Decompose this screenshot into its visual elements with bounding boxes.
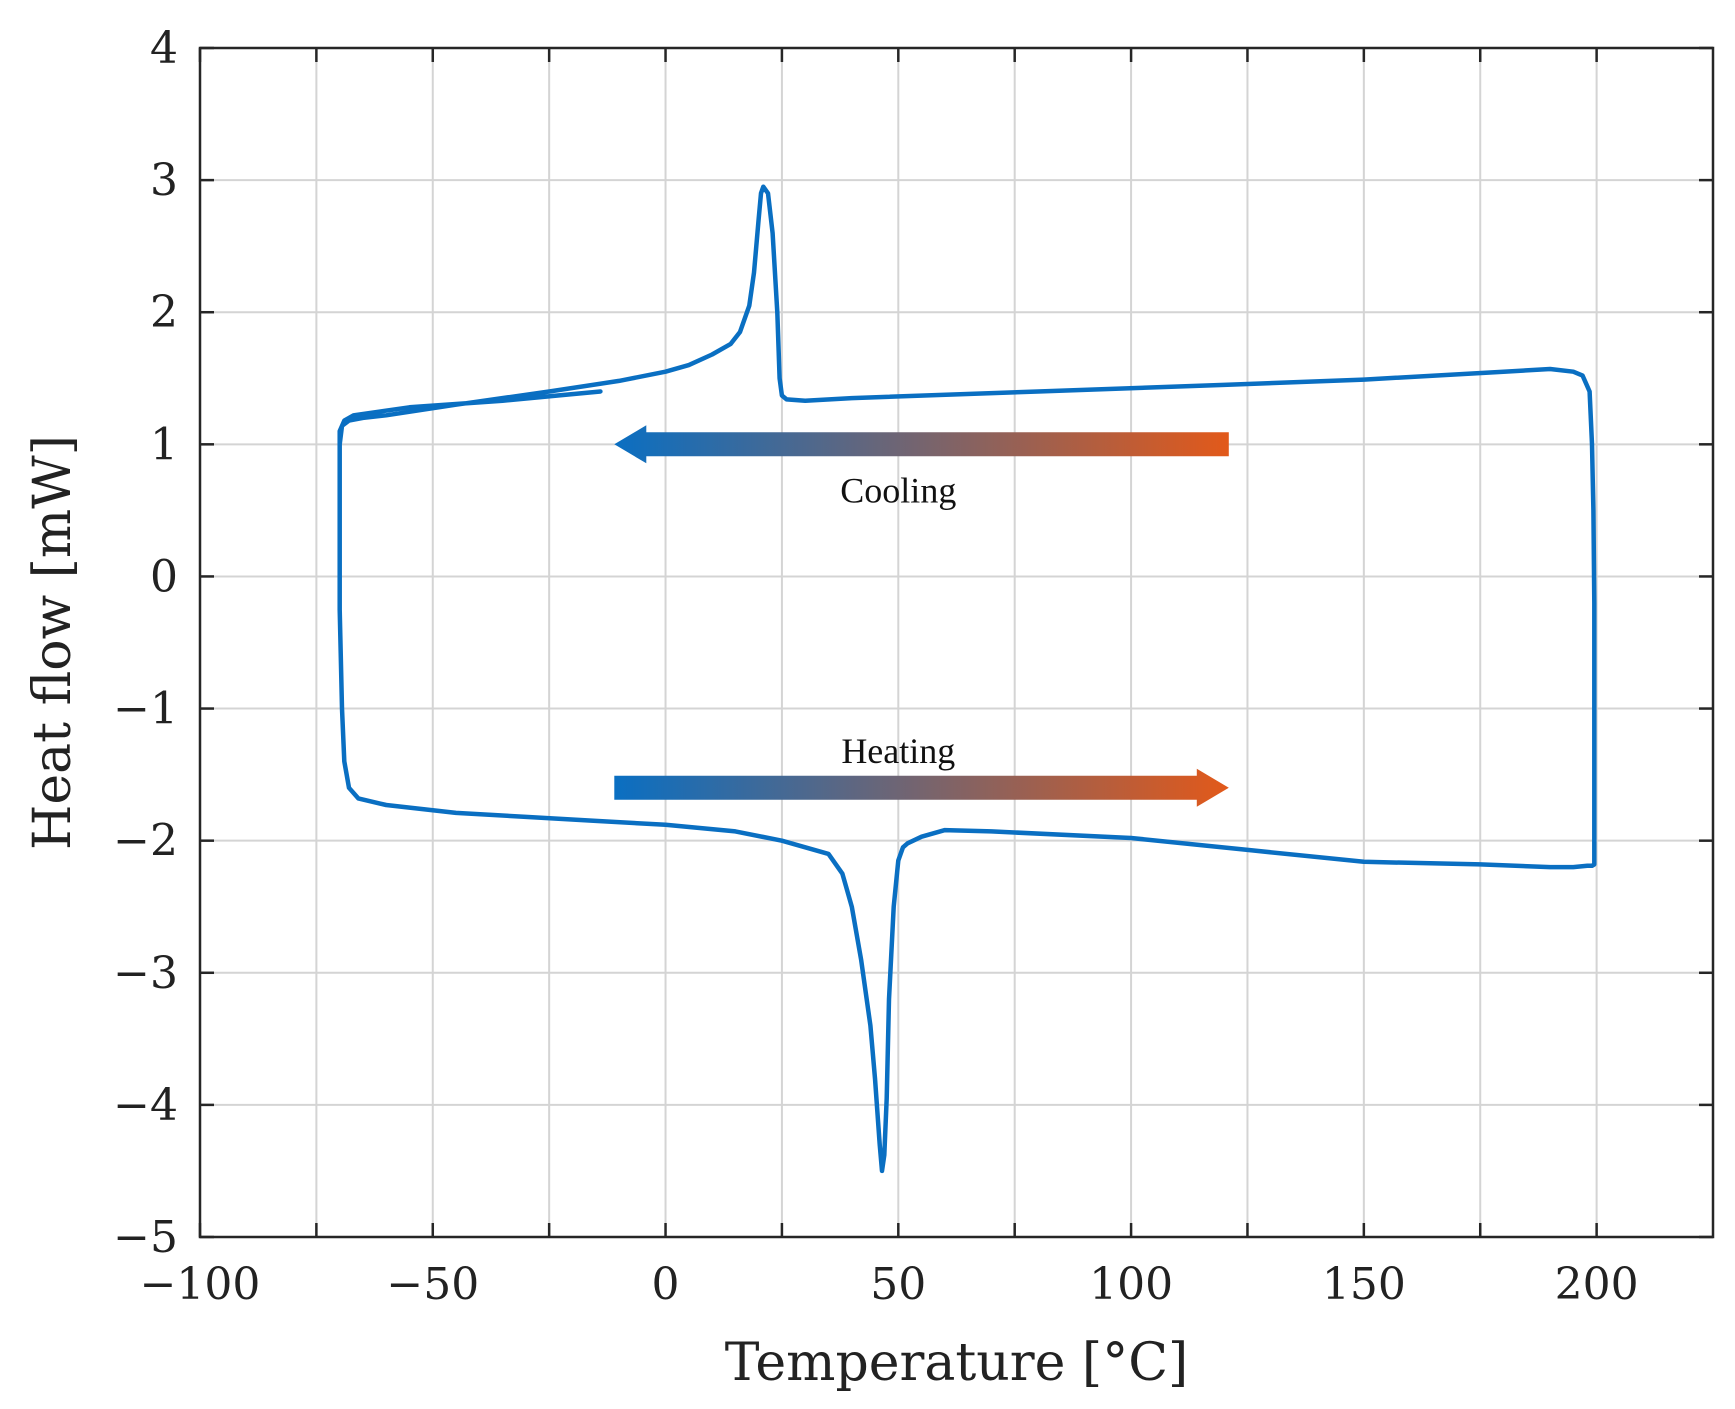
cooling-label: Cooling: [840, 471, 956, 511]
y-tick-label: 3: [150, 155, 178, 206]
y-tick-label: −5: [113, 1212, 178, 1263]
cooling-arrow: [614, 425, 1229, 464]
y-tick-label: −2: [113, 816, 178, 867]
y-axis-title: Heat flow [mW]: [23, 435, 83, 850]
y-tick-label: −1: [113, 684, 178, 735]
gridlines: [199, 47, 1713, 1238]
heating-label: Heating: [841, 731, 955, 771]
y-tick-label: 1: [150, 419, 178, 470]
y-tick-label: −4: [113, 1080, 178, 1131]
series-layer: [337, 184, 1597, 1174]
x-tick-label: −100: [140, 1259, 261, 1310]
y-tick-label: 4: [150, 23, 178, 74]
y-tick-labels: 4 3 2 1 0 −1 −2 −3 −4 −5: [113, 23, 178, 1263]
plot-frame: [198, 46, 1715, 1239]
x-tick-labels: −100 −50 0 50 100 150 200: [140, 1259, 1639, 1310]
x-tick-label: 50: [870, 1259, 926, 1310]
x-tick-label: 100: [1089, 1259, 1173, 1310]
x-tick-label: −50: [386, 1259, 479, 1310]
x-tick-label: 0: [652, 1259, 680, 1310]
x-axis-title: Temperature [°C]: [725, 1333, 1189, 1393]
arrow-layer: [614, 425, 1229, 807]
series-line: [337, 184, 1597, 1174]
y-tick-label: 0: [150, 551, 178, 602]
y-tick-label: 2: [150, 287, 178, 338]
heating-arrow: [614, 768, 1229, 807]
tick-marks: [198, 46, 1713, 1239]
y-tick-label: −3: [113, 948, 178, 999]
x-tick-label: 150: [1322, 1259, 1406, 1310]
x-tick-label: 200: [1555, 1259, 1639, 1310]
